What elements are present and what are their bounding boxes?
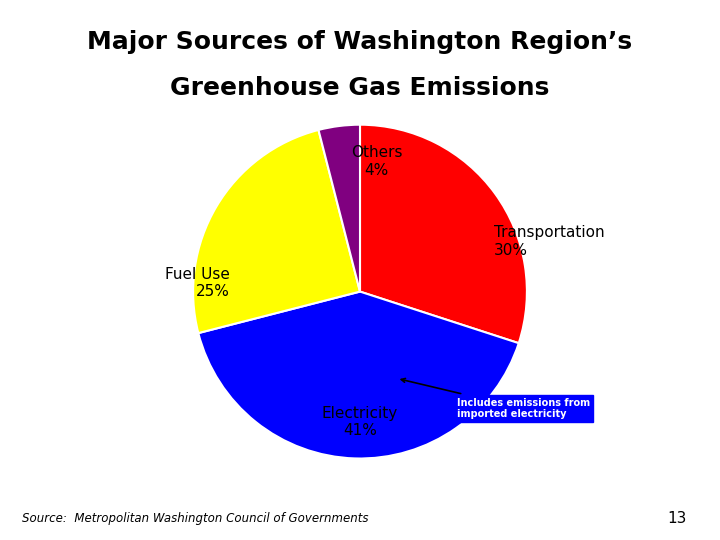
Text: Fuel Use
25%: Fuel Use 25% bbox=[165, 267, 230, 300]
Wedge shape bbox=[198, 292, 518, 458]
Text: Major Sources of Washington Region’s: Major Sources of Washington Region’s bbox=[87, 30, 633, 54]
Text: Includes emissions from
imported electricity: Includes emissions from imported electri… bbox=[401, 379, 590, 419]
Wedge shape bbox=[318, 125, 360, 292]
Text: Transportation
30%: Transportation 30% bbox=[493, 225, 604, 258]
Text: Greenhouse Gas Emissions: Greenhouse Gas Emissions bbox=[171, 76, 549, 100]
Text: Source:  Metropolitan Washington Council of Governments: Source: Metropolitan Washington Council … bbox=[22, 512, 368, 525]
Text: Electricity
41%: Electricity 41% bbox=[322, 406, 398, 438]
Text: 13: 13 bbox=[667, 511, 686, 526]
Text: Others
4%: Others 4% bbox=[351, 145, 402, 178]
Wedge shape bbox=[193, 130, 360, 333]
Wedge shape bbox=[360, 125, 527, 343]
